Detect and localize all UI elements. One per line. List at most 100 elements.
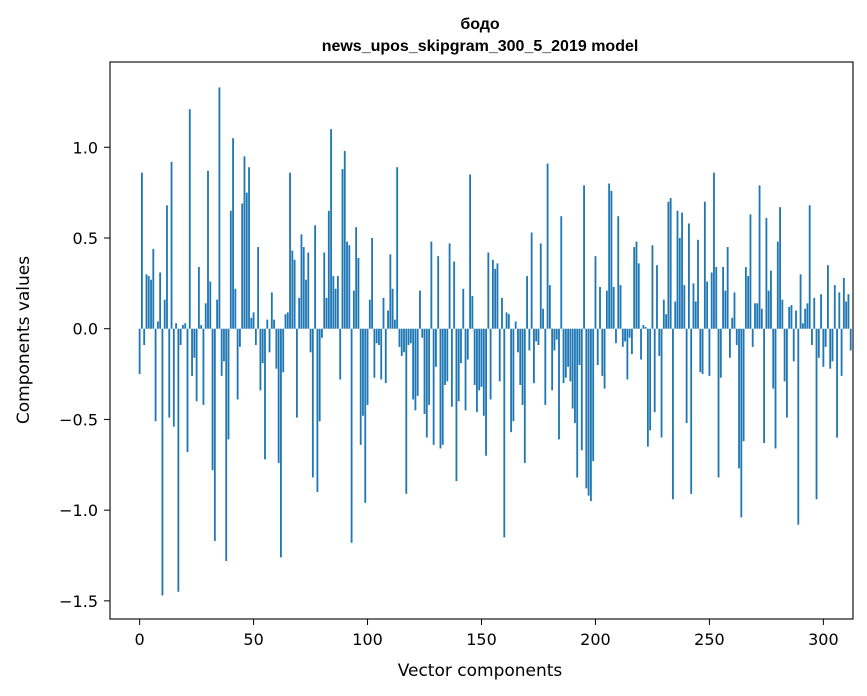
bar: [535, 328, 538, 342]
bar: [323, 252, 326, 329]
bar: [220, 328, 223, 376]
bar: [325, 297, 328, 329]
bar: [829, 328, 832, 369]
x-tick-label: 300: [808, 630, 839, 649]
bar: [724, 290, 727, 329]
y-tick-label: 1.0: [73, 138, 98, 157]
bar: [683, 285, 686, 329]
bar: [478, 328, 481, 391]
bar: [838, 292, 841, 329]
bar: [295, 328, 298, 418]
bar: [694, 301, 697, 329]
bar: [842, 277, 845, 329]
bar: [735, 328, 738, 346]
bar: [197, 267, 200, 329]
bar: [770, 270, 772, 329]
bar: [341, 169, 344, 329]
bar: [439, 328, 442, 449]
bar: [564, 328, 567, 378]
bar: [765, 218, 768, 329]
bar: [496, 263, 499, 329]
bar: [592, 328, 595, 462]
bar: [601, 328, 604, 376]
bar: [252, 312, 255, 329]
bar: [760, 308, 763, 329]
bar: [166, 205, 168, 329]
bar: [241, 203, 244, 329]
bar: [672, 328, 674, 500]
bar: [806, 303, 809, 329]
bar: [163, 299, 166, 329]
bar: [660, 328, 663, 438]
bar: [785, 328, 788, 418]
bar: [738, 328, 740, 469]
bar: [177, 328, 180, 592]
bar: [346, 241, 348, 329]
bar: [628, 328, 631, 338]
bar: [389, 254, 392, 329]
bar: [298, 297, 301, 329]
bar: [275, 328, 278, 369]
bar: [519, 328, 522, 385]
bar: [421, 328, 424, 338]
bar: [425, 328, 428, 438]
bar: [494, 268, 497, 329]
bar: [514, 321, 517, 329]
bar: [713, 172, 715, 329]
bar: [405, 328, 408, 494]
bar: [248, 167, 250, 329]
bar: [457, 328, 460, 402]
bar: [788, 306, 791, 329]
bar: [555, 328, 558, 340]
bar: [795, 310, 797, 329]
bar: [792, 328, 795, 362]
y-tick-label: 0.0: [73, 320, 98, 339]
x-tick-label: 250: [694, 630, 725, 649]
bar: [808, 205, 811, 329]
bar: [264, 328, 266, 460]
bar: [710, 272, 713, 329]
bar: [460, 328, 462, 364]
bar: [740, 328, 743, 518]
bar: [145, 274, 148, 329]
bar: [223, 328, 225, 362]
bar: [653, 328, 656, 413]
bar: [291, 250, 294, 329]
bar: [751, 328, 754, 347]
bar: [756, 303, 759, 329]
bar: [355, 227, 358, 329]
bar: [259, 328, 262, 391]
bar: [669, 198, 672, 329]
bar: [605, 290, 608, 329]
bar: [170, 161, 173, 329]
bar: [489, 328, 492, 400]
bar: [569, 328, 572, 382]
bar: [621, 328, 624, 347]
bar: [209, 281, 212, 329]
bar: [423, 328, 426, 414]
bar: [453, 261, 456, 329]
x-tick-label: 50: [243, 630, 263, 649]
y-tick-label: −1.0: [59, 501, 98, 520]
bar: [512, 328, 515, 422]
bar: [517, 328, 519, 353]
bar: [437, 256, 440, 329]
bar: [466, 328, 469, 360]
bar: [150, 279, 152, 329]
y-axis-label: Components values: [14, 256, 34, 424]
bar: [161, 328, 164, 596]
bar: [731, 317, 734, 329]
bar: [596, 328, 599, 365]
bar: [774, 328, 777, 449]
bar: [585, 328, 588, 489]
bar: [330, 129, 332, 329]
bar: [813, 297, 816, 329]
bar: [229, 210, 232, 329]
bar: [448, 243, 451, 329]
bar: [191, 328, 193, 376]
bar: [387, 310, 389, 329]
bar: [327, 210, 330, 329]
bar: [687, 223, 690, 329]
bar: [366, 328, 369, 405]
bar: [416, 328, 419, 396]
